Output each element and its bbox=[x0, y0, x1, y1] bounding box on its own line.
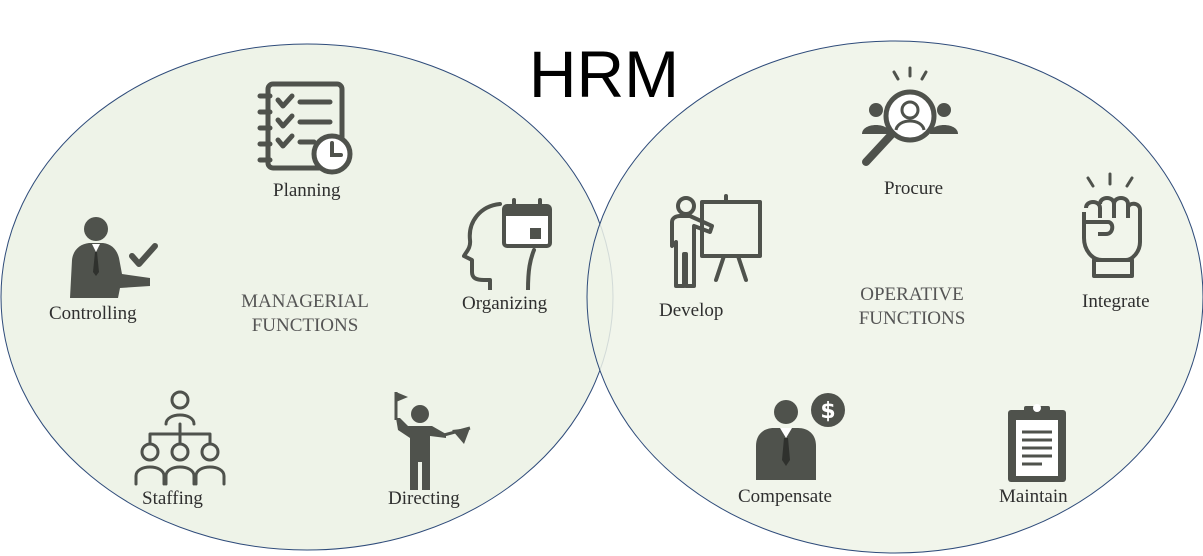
integrate-label: Integrate bbox=[1082, 291, 1150, 312]
center-line: FUNCTIONS bbox=[858, 308, 966, 329]
diagram-title: HRM bbox=[528, 37, 680, 111]
head-calendar-icon bbox=[462, 198, 552, 290]
staffing-label: Staffing bbox=[142, 488, 203, 509]
compensate-label: Compensate bbox=[738, 486, 832, 507]
raised-fist-icon bbox=[1082, 172, 1142, 278]
maintain-label: Maintain bbox=[999, 486, 1068, 507]
person-dollar-icon: $ bbox=[756, 393, 845, 480]
magnifier-people-icon bbox=[862, 66, 958, 166]
organizing-label: Organizing bbox=[462, 293, 548, 314]
checklist-clock-icon bbox=[257, 81, 353, 175]
controlling-label: Controlling bbox=[49, 303, 137, 324]
center-line: MANAGERIAL bbox=[241, 291, 369, 312]
org-chart-icon bbox=[134, 390, 226, 486]
businessman-check-icon bbox=[70, 217, 158, 298]
planning-label: Planning bbox=[273, 180, 341, 201]
procure-label: Procure bbox=[884, 178, 944, 199]
person-flag-icon bbox=[394, 392, 471, 490]
directing-label: Directing bbox=[388, 488, 460, 509]
operative-functions-label: OPERATIVE FUNCTIONS bbox=[832, 283, 992, 331]
center-line: FUNCTIONS bbox=[251, 315, 359, 336]
managerial-functions-label: MANAGERIAL FUNCTIONS bbox=[220, 290, 390, 338]
develop-label: Develop bbox=[659, 300, 724, 321]
svg-text:$: $ bbox=[820, 399, 835, 424]
center-line: OPERATIVE bbox=[860, 284, 964, 305]
clipboard-icon bbox=[1008, 404, 1066, 482]
presenter-board-icon bbox=[670, 194, 762, 288]
